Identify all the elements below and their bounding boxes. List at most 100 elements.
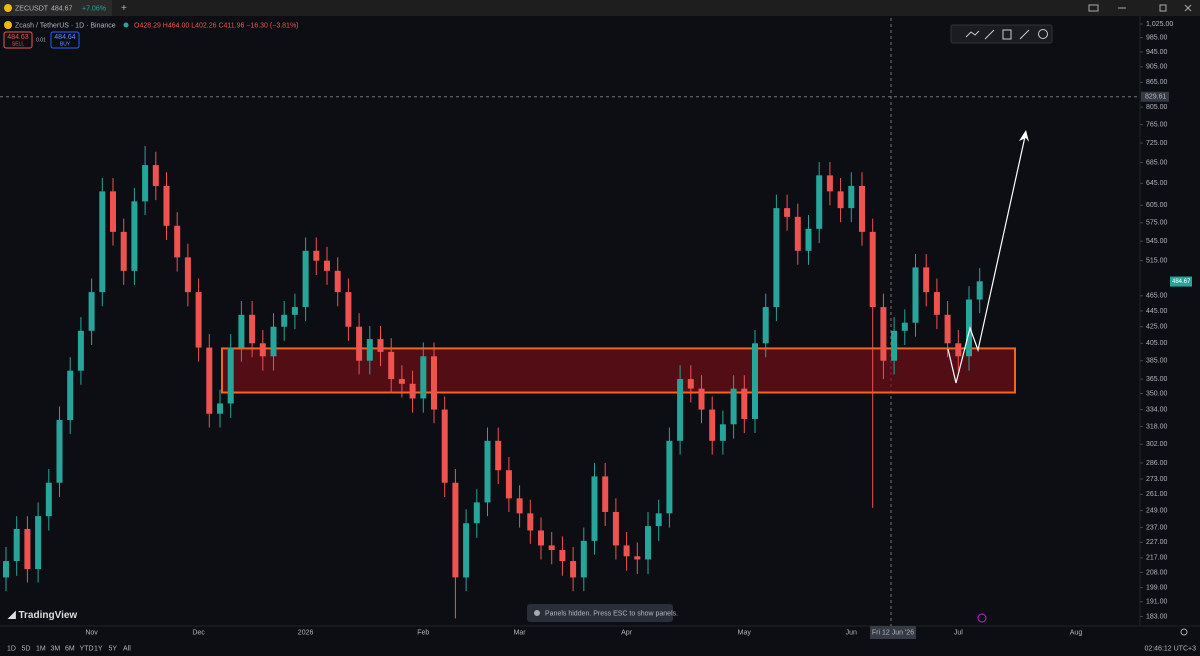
y-tick-label: 286.00 [1146, 460, 1168, 467]
y-tick-label: 645.00 [1146, 180, 1168, 187]
candle-body [324, 260, 330, 271]
candle-body [281, 314, 288, 327]
candle-body [837, 191, 844, 209]
candle-body [752, 343, 758, 419]
event-icon[interactable] [977, 613, 987, 623]
candle-body [163, 185, 170, 226]
range-button[interactable]: 1M [36, 645, 46, 652]
range-button[interactable]: All [123, 645, 131, 652]
candle-body [99, 191, 106, 293]
range-button[interactable]: 3M [51, 645, 61, 652]
drawing-toolbar [950, 24, 1053, 44]
tab-symbol: ZECUSDT [15, 5, 49, 12]
candle-body [291, 307, 298, 315]
y-tick-label: 249.00 [1146, 507, 1168, 514]
candle-body [805, 228, 812, 251]
crosshair-price: 829.61 [1145, 94, 1167, 101]
settings-icon[interactable] [1180, 628, 1188, 636]
sell-label: SELL [12, 41, 24, 47]
candle-body [527, 513, 534, 531]
tab-price: 484.67 [51, 5, 73, 12]
y-tick-label: 545.00 [1146, 238, 1168, 245]
candle-body [869, 231, 876, 308]
y-tick-label: 445.00 [1146, 308, 1168, 315]
arrow-head [1019, 130, 1029, 142]
candle-body [142, 165, 149, 202]
candle-body [570, 561, 577, 578]
y-tick-label: 1,025.00 [1146, 21, 1173, 28]
candle-body [67, 370, 74, 421]
candle-body [88, 292, 95, 331]
y-tick-label: 183.00 [1146, 613, 1168, 620]
candle-body [784, 208, 791, 217]
range-button[interactable]: 5Y [109, 645, 118, 652]
range-button[interactable]: 1D [7, 645, 16, 652]
range-button[interactable]: 5D [22, 645, 31, 652]
tab-bar [0, 0, 1200, 16]
candle-body [495, 440, 502, 471]
crosshair-time: Fri 12 Jun '26 [872, 629, 914, 636]
candle-body [859, 185, 865, 232]
candle-body [955, 343, 962, 357]
buy-button[interactable] [50, 31, 80, 49]
range-button[interactable]: 6M [65, 645, 75, 652]
candle-body [3, 561, 9, 578]
candle-body [826, 175, 833, 192]
candle-body [431, 356, 437, 410]
current-price: 484.67 [1172, 279, 1191, 285]
y-tick-label: 191.00 [1146, 599, 1168, 606]
candle-body [516, 498, 523, 514]
y-tick-label: 685.00 [1146, 159, 1168, 166]
toast-text: Panels hidden. Press ESC to show panels. [545, 610, 678, 617]
candle-body [698, 388, 705, 410]
y-tick-label: 575.00 [1146, 220, 1168, 227]
candle-body [816, 175, 823, 229]
candle-body [976, 281, 983, 300]
candle-body [13, 529, 20, 562]
range-button[interactable]: YTD [80, 645, 94, 652]
sell-price: 484.63 [7, 34, 29, 41]
buy-price: 484.64 [54, 34, 76, 41]
y-tick-label: 515.00 [1146, 258, 1168, 265]
sell-button[interactable] [3, 31, 33, 49]
x-tick-label: Nov [85, 629, 98, 636]
candle-body [45, 482, 52, 517]
candle-body [409, 383, 416, 399]
candle-body [120, 231, 127, 271]
candle-body [634, 556, 641, 560]
candle-body [270, 326, 277, 357]
tab[interactable] [0, 0, 112, 16]
candle-body [709, 409, 716, 441]
candle-body [719, 424, 726, 441]
candle-body [794, 216, 801, 251]
candle-body [420, 356, 427, 399]
candle-body [730, 388, 737, 425]
candle-body [591, 476, 598, 541]
watermark: ◢ TradingView [7, 610, 77, 621]
candle-body [174, 225, 181, 258]
drawing-tools[interactable] [965, 29, 1048, 40]
candle-body [217, 403, 223, 414]
window-controls[interactable] [1088, 4, 1192, 12]
candle-body [762, 307, 769, 344]
ohlc: O428.29 H464.00 L402.26 C411.96 −16.30 (… [134, 22, 299, 29]
candle-body [56, 420, 63, 483]
symbol-title[interactable]: Zcash / TetherUS · 1D · Binance [15, 22, 116, 29]
candle-body [452, 482, 459, 578]
candle-body [152, 165, 159, 186]
candle-body [463, 523, 470, 578]
y-tick-label: 725.00 [1146, 140, 1168, 147]
candle-body [131, 201, 138, 271]
projection-arrow [947, 131, 1027, 384]
candle-body [484, 440, 491, 503]
y-tick-label: 385.00 [1146, 358, 1168, 365]
candle-body [473, 502, 480, 524]
clock: 02:46:12 UTC+3 [1144, 645, 1196, 652]
candle-body [35, 516, 42, 570]
spread: 0.01 [36, 37, 46, 43]
new-tab[interactable]: + [121, 3, 127, 14]
range-button[interactable]: 1Y [94, 645, 103, 652]
y-tick-label: 945.00 [1146, 49, 1168, 56]
candle-body [687, 379, 694, 389]
